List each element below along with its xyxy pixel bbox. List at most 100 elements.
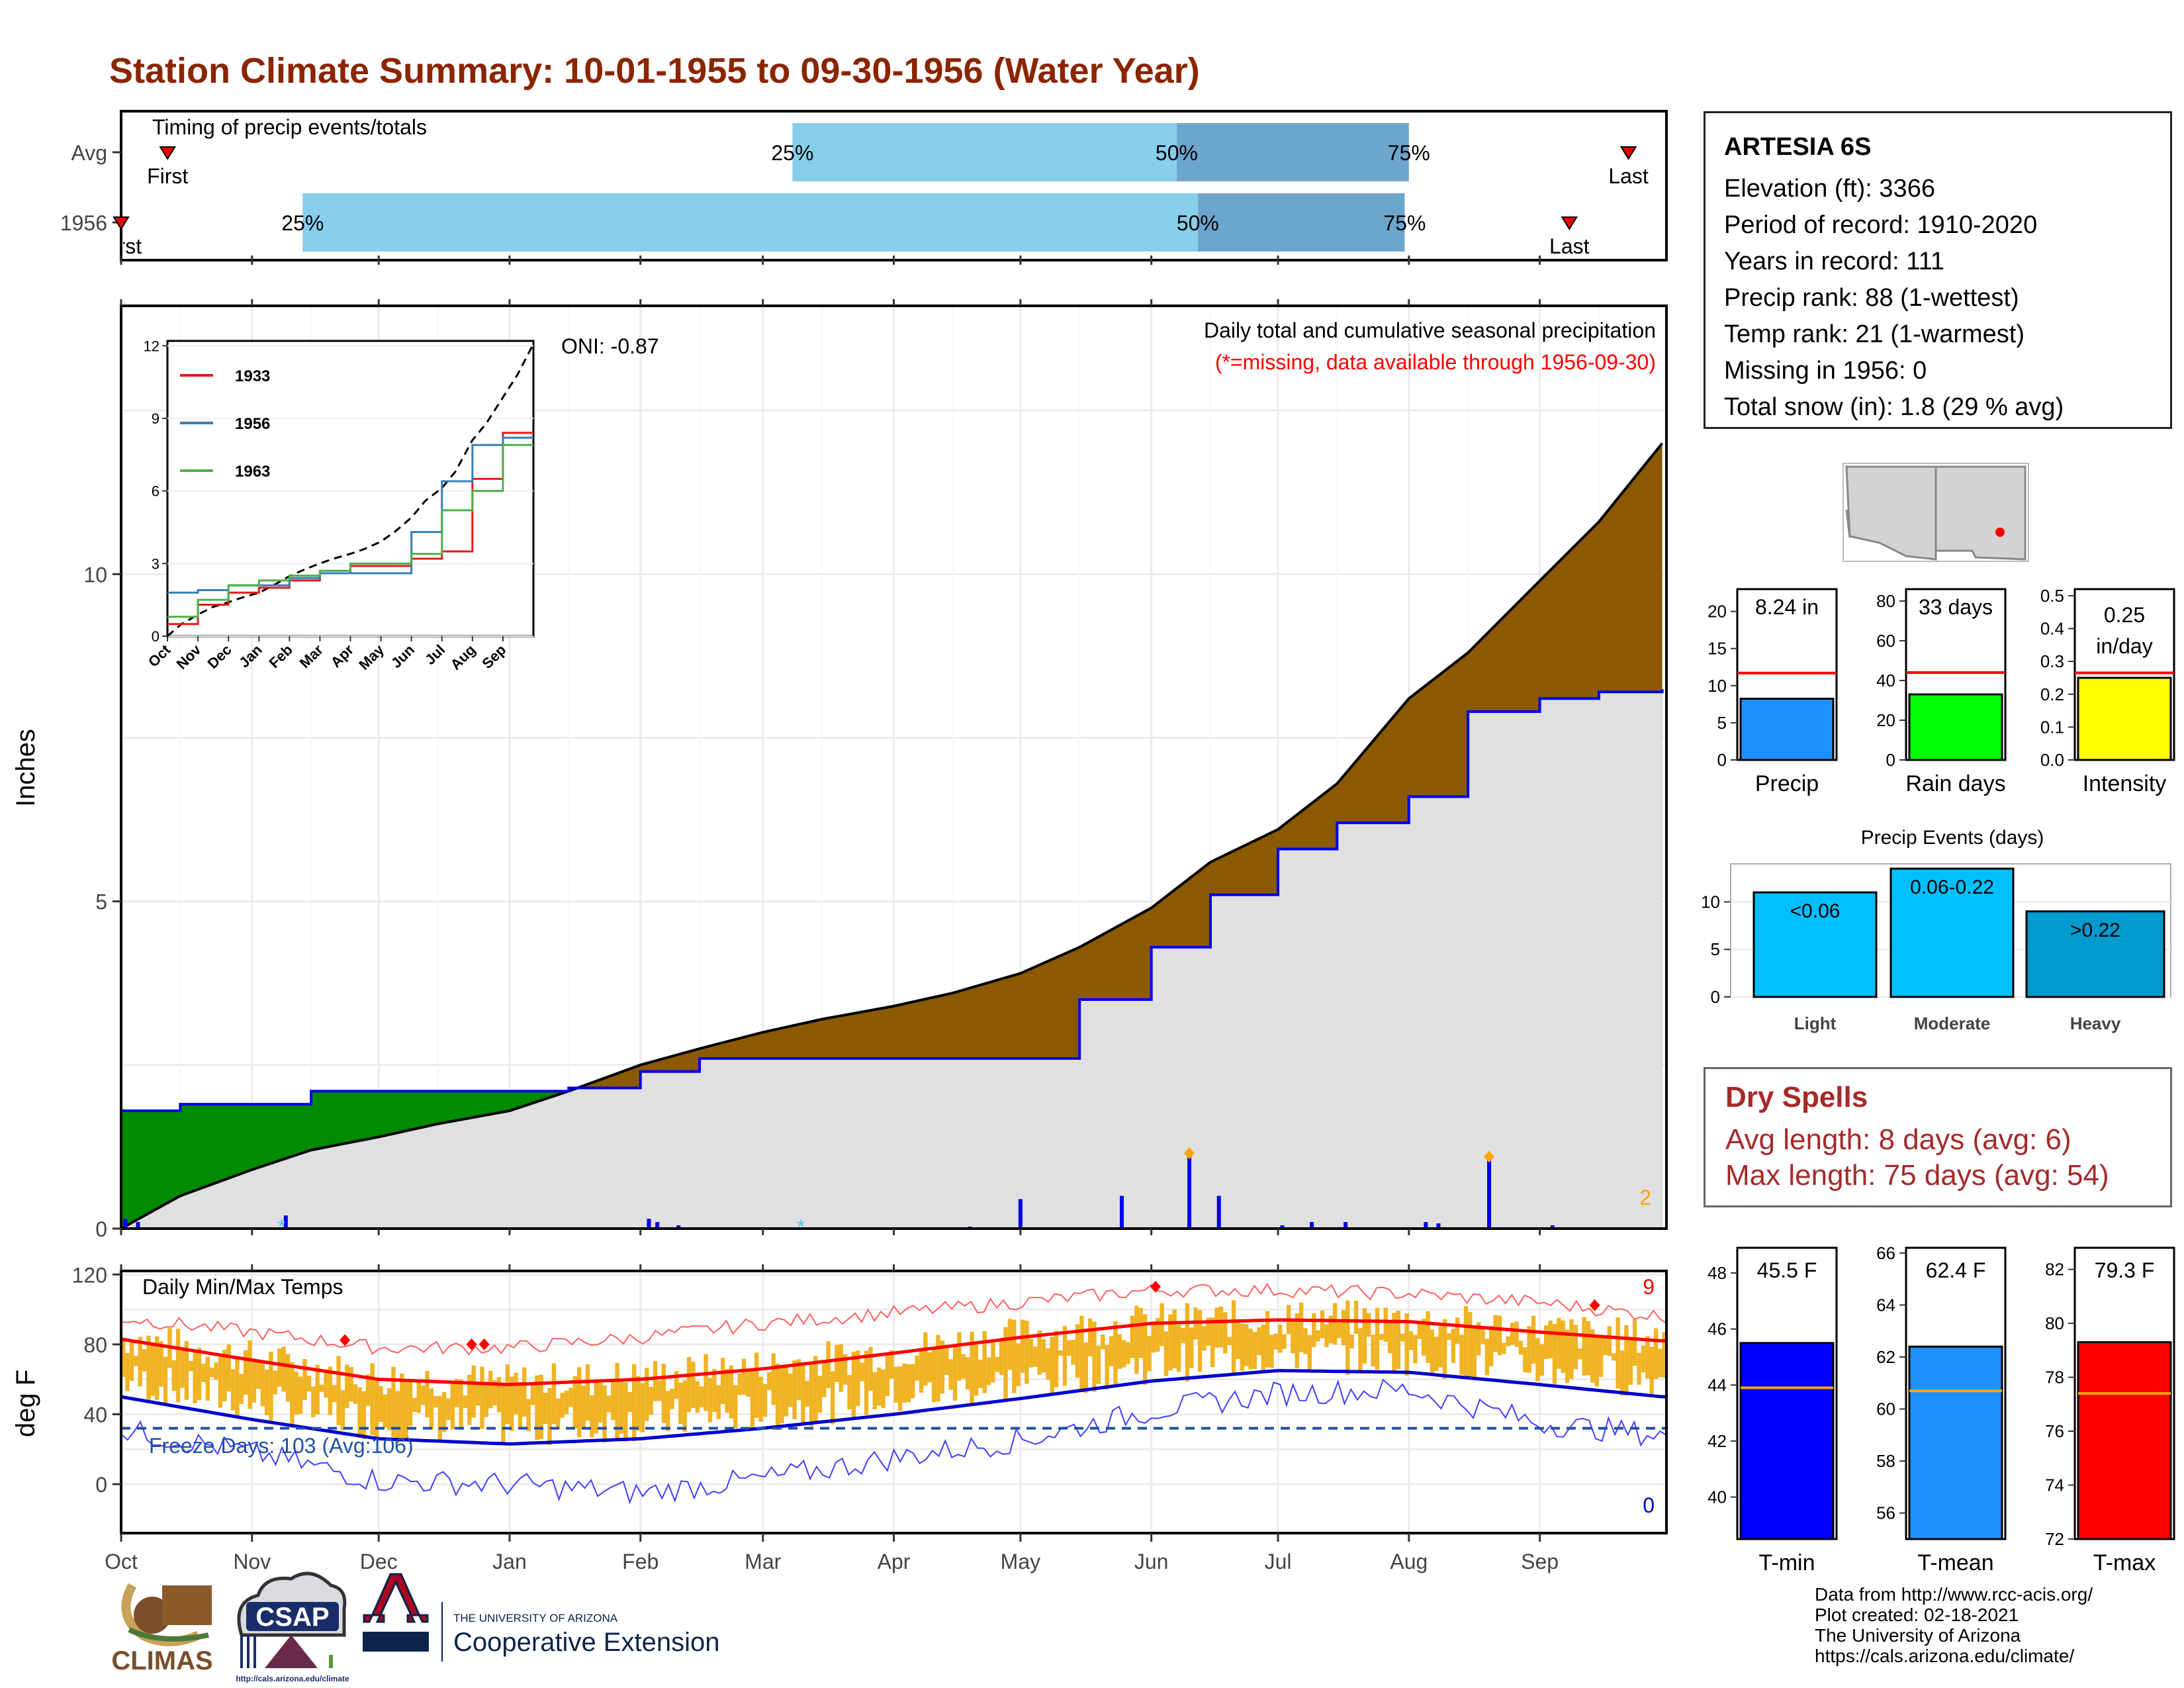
daily-temp-bar <box>1033 1346 1038 1367</box>
daily-temp-bar <box>1109 1336 1114 1366</box>
daily-temp-bar <box>1218 1306 1224 1348</box>
temp-bar-label: 62.4 F <box>1926 1258 1986 1282</box>
timing-row-label: Avg <box>71 141 107 165</box>
daily-temp-bar <box>585 1364 590 1421</box>
daily-temp-bar <box>530 1383 535 1405</box>
daily-temp-bar <box>1298 1302 1304 1352</box>
daily-temp-bar <box>171 1360 176 1391</box>
daily-temp-bar <box>1236 1320 1240 1359</box>
temp-bar-tick: 42 <box>1707 1431 1727 1451</box>
precip-panel-title: Daily total and cumulative seasonal prec… <box>1204 318 1656 342</box>
daily-temp-bar <box>775 1363 780 1429</box>
daily-temp-bar <box>1383 1307 1388 1342</box>
events-bar-label: <0.06 <box>1790 900 1841 922</box>
x-month-label: Apr <box>878 1550 911 1573</box>
daily-temp-bar <box>446 1398 451 1420</box>
daily-temp-bar <box>1071 1339 1075 1365</box>
daily-temp-bar <box>1590 1329 1595 1383</box>
daily-temp-bar <box>1396 1310 1401 1370</box>
daily-precip-bar <box>1343 1222 1348 1229</box>
ua-top-text: THE UNIVERSITY OF ARIZONA <box>453 1612 618 1624</box>
daily-temp-bar <box>856 1350 860 1407</box>
daily-temp-bar <box>1362 1308 1367 1364</box>
daily-temp-bar <box>1408 1331 1414 1350</box>
precip-y-tick: 10 <box>83 563 107 586</box>
daily-temp-bar <box>839 1344 843 1392</box>
temp-bar-tick: 60 <box>1876 1399 1895 1419</box>
daily-temp-bar <box>889 1350 894 1379</box>
inset-y-tick: 3 <box>152 555 159 572</box>
temp-bar-tick: 82 <box>2045 1260 2064 1280</box>
x-month-label: Oct <box>105 1550 138 1573</box>
timing-pct-label: 25% <box>281 211 324 235</box>
station-years: Years in record: 111 <box>1724 248 1945 275</box>
daily-temp-bar <box>1163 1331 1169 1376</box>
daily-temp-bar <box>649 1387 653 1415</box>
x-month-label: Jun <box>1134 1550 1169 1573</box>
events-category: Moderate <box>1914 1013 1991 1033</box>
daily-temp-bar <box>226 1344 231 1392</box>
temp-bar-tick: 62 <box>1876 1347 1895 1367</box>
station-name: ARTESIA 6S <box>1724 133 1872 161</box>
inset-y-tick: 6 <box>152 483 159 500</box>
daily-temp-bar <box>1197 1310 1203 1372</box>
daily-temp-bar <box>1138 1307 1143 1358</box>
daily-temp-bar <box>1252 1332 1257 1370</box>
daily-temp-bar <box>256 1361 261 1389</box>
daily-temp-bar <box>425 1371 430 1418</box>
daily-temp-bar <box>1480 1328 1485 1344</box>
daily-temp-bar <box>1142 1314 1148 1385</box>
daily-temp-bar <box>1291 1321 1295 1354</box>
last-marker <box>1619 146 1637 160</box>
daily-temp-bar <box>535 1375 539 1440</box>
precip-y-tick: 5 <box>95 890 107 914</box>
daily-temp-bar <box>1658 1348 1662 1378</box>
first-label: First <box>101 234 142 258</box>
daily-temp-bar <box>645 1368 649 1421</box>
temp-bar-chart: 56 58 60 62 64 66 62.4 F T-mean <box>1876 1243 2007 1575</box>
daily-temp-bar <box>1214 1307 1219 1348</box>
daily-temp-bar <box>704 1354 708 1411</box>
station-precip-rank: Precip rank: 88 (1-wettest) <box>1724 284 2019 312</box>
daily-precip-bar <box>1487 1156 1492 1229</box>
mini-bar-tick: 20 <box>1876 710 1895 730</box>
daily-temp-bar <box>551 1363 557 1425</box>
daily-temp-bar <box>492 1380 497 1406</box>
timing-pct-label: 75% <box>1383 211 1426 235</box>
daily-temp-bar <box>712 1368 717 1413</box>
daily-temp-bar <box>847 1375 852 1410</box>
daily-precip-bar <box>1216 1196 1221 1229</box>
daily-temp-bar <box>1231 1300 1236 1374</box>
temp-bar-tick: 40 <box>1707 1487 1727 1507</box>
daily-temp-bar <box>986 1357 991 1385</box>
daily-temp-bar <box>631 1364 637 1442</box>
mini-bar-tick: 60 <box>1876 631 1895 651</box>
daily-temp-bar <box>142 1349 147 1372</box>
events-bar-label: 0.06-0.22 <box>1910 876 1994 898</box>
daily-temp-bar <box>332 1385 337 1403</box>
x-month-label: Sep <box>1521 1550 1559 1573</box>
daily-temp-bar <box>125 1352 130 1391</box>
daily-temp-bar <box>518 1382 523 1429</box>
daily-temp-bar <box>830 1371 835 1425</box>
daily-temp-bar <box>1518 1340 1524 1355</box>
daily-temp-bar <box>1353 1300 1359 1335</box>
daily-temp-bar <box>1134 1305 1139 1374</box>
daily-precip-bar <box>1187 1153 1192 1229</box>
daily-temp-bar <box>598 1382 603 1423</box>
daily-temp-bar <box>1202 1326 1206 1351</box>
daily-temp-bar <box>758 1376 763 1422</box>
daily-temp-bar <box>590 1395 594 1438</box>
daily-temp-bar <box>1349 1334 1354 1348</box>
daily-temp-bar <box>239 1374 244 1404</box>
daily-temp-bar <box>1523 1347 1527 1372</box>
mini-bar-label: in/day <box>2096 634 2152 658</box>
daily-temp-bar <box>970 1331 974 1405</box>
station-elevation: Elevation (ft): 3366 <box>1724 175 1935 203</box>
inset-legend-label: 1933 <box>235 367 270 385</box>
daily-temp-bar <box>1421 1319 1426 1356</box>
temp-bar-title: T-mean <box>1917 1550 1993 1575</box>
avg-min-line <box>120 1368 1667 1446</box>
daily-temp-bar <box>661 1364 666 1423</box>
daily-temp-bar <box>1586 1321 1591 1376</box>
